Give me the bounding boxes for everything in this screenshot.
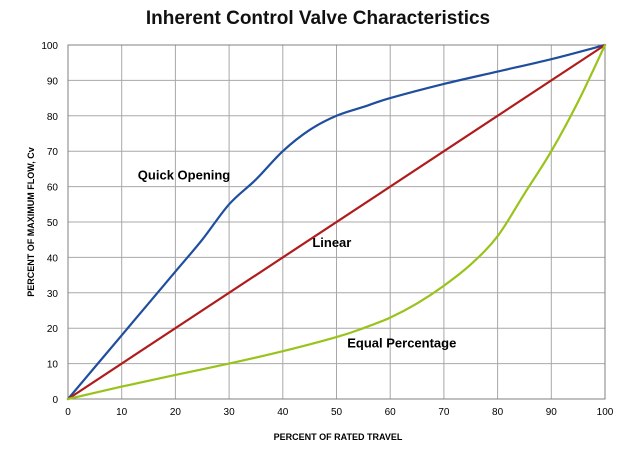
- annotation-label: Linear: [312, 235, 351, 250]
- y-tick-label: 20: [47, 324, 59, 335]
- series-line-quick-opening: [66, 43, 607, 401]
- y-tick-label: 30: [47, 289, 59, 300]
- y-tick-label: 100: [41, 41, 58, 52]
- x-tick-labels: 0 10 20 30 40 50 60 70 80 90 100: [65, 407, 614, 418]
- x-tick-label: 100: [597, 407, 614, 418]
- x-tick-label: 80: [492, 407, 504, 418]
- chart-title: Inherent Control Valve Characteristics: [146, 8, 490, 29]
- y-tick-label: 0: [52, 395, 58, 406]
- series-line-equal-percentage: [66, 43, 607, 401]
- y-tick-label: 50: [47, 218, 59, 229]
- series-line-linear: [66, 43, 607, 401]
- x-tick-label: 50: [331, 407, 343, 418]
- y-tick-labels: 0 10 20 30 40 50 60 70 80 90 100: [41, 41, 58, 406]
- y-tick-label: 80: [47, 112, 59, 123]
- x-tick-label: 30: [224, 407, 236, 418]
- annotation-label: Equal Percentage: [347, 336, 456, 351]
- x-tick-label: 10: [116, 407, 128, 418]
- grid-lines: [67, 44, 606, 400]
- y-tick-label: 10: [47, 360, 59, 371]
- x-tick-label: 90: [546, 407, 558, 418]
- series-lines: [66, 43, 607, 401]
- y-tick-label: 60: [47, 183, 59, 194]
- x-tick-label: 60: [385, 407, 397, 418]
- x-tick-label: 0: [65, 407, 71, 418]
- x-tick-label: 70: [438, 407, 450, 418]
- annotation-label: Quick Opening: [138, 168, 231, 183]
- plot-frame: [67, 44, 606, 400]
- x-tick-label: 40: [277, 407, 289, 418]
- y-tick-label: 90: [47, 76, 59, 87]
- y-axis-label: PERCENT OF MAXIMUM FLOW, Cv: [26, 147, 36, 297]
- annotations: Quick Opening Linear Equal Percentage: [138, 168, 457, 351]
- y-tick-label: 70: [47, 147, 59, 158]
- y-tick-label: 40: [47, 253, 59, 264]
- x-tick-label: 20: [170, 407, 182, 418]
- x-axis-label: PERCENT OF RATED TRAVEL: [274, 432, 403, 442]
